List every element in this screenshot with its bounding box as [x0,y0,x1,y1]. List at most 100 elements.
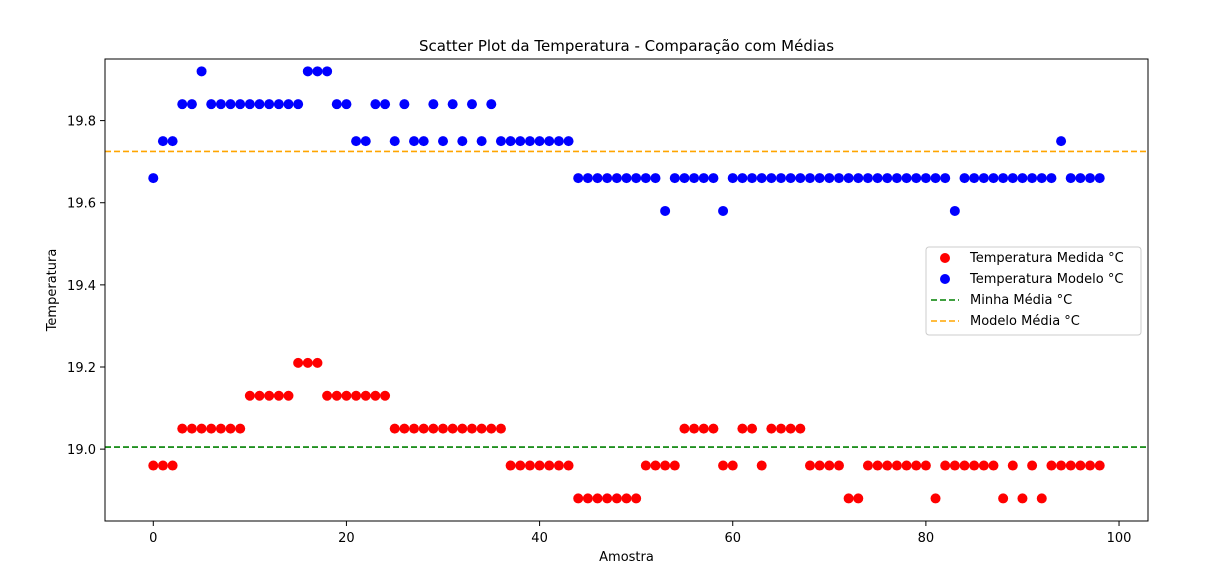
data-point-series2 [351,136,362,147]
data-point-series1 [602,493,613,504]
plot-frame [104,58,1149,522]
data-point-series1 [689,423,700,434]
data-point-series2 [486,99,497,110]
data-point-series1 [524,460,535,471]
data-point-series1 [737,423,748,434]
y-tick-label: 19.8 [67,115,96,130]
data-point-series1 [312,357,323,368]
data-point-series1 [891,460,902,471]
data-point-series2 [998,173,1009,184]
data-point-series2 [1085,173,1096,184]
data-point-series1 [534,460,545,471]
data-point-series2 [167,136,178,147]
data-point-series2 [804,173,815,184]
data-point-series2 [302,66,313,77]
data-point-series2 [640,173,651,184]
legend-label: Modelo Média °C [970,314,1080,329]
data-point-series1 [215,423,226,434]
data-point-series1 [1056,460,1067,471]
data-point-series1 [998,493,1009,504]
data-point-series2 [215,99,226,110]
data-point-series2 [534,136,545,147]
data-point-series2 [843,173,854,184]
data-point-series1 [457,423,468,434]
data-point-series1 [795,423,806,434]
data-point-series1 [466,423,477,434]
data-point-series1 [969,460,980,471]
x-tick-label: 0 [149,531,157,546]
data-point-series1 [186,423,197,434]
data-point-series1 [911,460,922,471]
data-point-series1 [1017,493,1028,504]
legend-box [925,246,1142,336]
data-point-series1 [157,460,168,471]
data-point-series2 [322,66,333,77]
data-point-series1 [273,390,284,401]
data-point-series2 [747,173,758,184]
data-point-series1 [370,390,381,401]
data-point-series2 [476,136,487,147]
data-point-series1 [438,423,449,434]
data-point-series1 [235,423,246,434]
data-point-series2 [785,173,796,184]
data-point-series1 [418,423,429,434]
data-point-series2 [969,173,980,184]
data-point-series2 [737,173,748,184]
data-point-series1 [930,493,941,504]
data-point-series1 [718,460,729,471]
data-point-series2 [650,173,661,184]
data-point-series1 [486,423,497,434]
data-point-series1 [708,423,719,434]
data-point-series2 [457,136,468,147]
data-point-series2 [409,136,420,147]
legend-marker [940,274,950,284]
data-point-series1 [660,460,671,471]
axes: 0 20 40 60 80 100 19.0 19.2 19.4 19.6 19.8 [67,58,1149,546]
data-point-series2 [833,173,844,184]
data-point-series2 [1075,173,1086,184]
data-point-series1 [341,390,352,401]
data-point-series1 [1075,460,1086,471]
data-point-series2 [331,99,342,110]
data-point-series2 [1046,173,1057,184]
data-point-series2 [157,136,168,147]
data-point-series2 [940,173,951,184]
data-point-series2 [1027,173,1038,184]
data-point-series2 [602,173,613,184]
data-point-series1 [814,460,825,471]
data-point-series2 [563,136,574,147]
data-point-series2 [283,99,294,110]
data-point-series2 [447,99,458,110]
data-point-series2 [766,173,777,184]
data-point-series1 [380,390,391,401]
data-point-series2 [795,173,806,184]
data-point-series2 [708,173,719,184]
data-point-series2 [244,99,255,110]
data-point-series2 [660,205,671,216]
data-point-series2 [196,66,207,77]
y-axis-label: Temperatura [45,249,60,333]
x-tick-label: 80 [918,531,935,546]
data-point-series1 [679,423,690,434]
data-point-series2 [959,173,970,184]
data-point-series2 [891,173,902,184]
data-point-series1 [650,460,661,471]
legend-label: Temperatura Modelo °C [969,272,1123,287]
data-point-series2 [824,173,835,184]
data-point-series1 [853,493,864,504]
data-point-series2 [689,173,700,184]
data-point-series1 [495,423,506,434]
data-point-series1 [322,390,333,401]
data-point-series2 [466,99,477,110]
data-point-series1 [611,493,622,504]
data-point-series1 [872,460,883,471]
data-point-series1 [1007,460,1018,471]
data-point-series1 [920,460,931,471]
data-point-series1 [1094,460,1105,471]
x-tick-label: 100 [1107,531,1132,546]
data-point-series1 [1085,460,1096,471]
x-axis-label: Amostra [599,550,654,565]
legend: Temperatura Medida °C Temperatura Modelo … [925,246,1142,336]
data-point-series1 [882,460,893,471]
data-point-series1 [698,423,709,434]
